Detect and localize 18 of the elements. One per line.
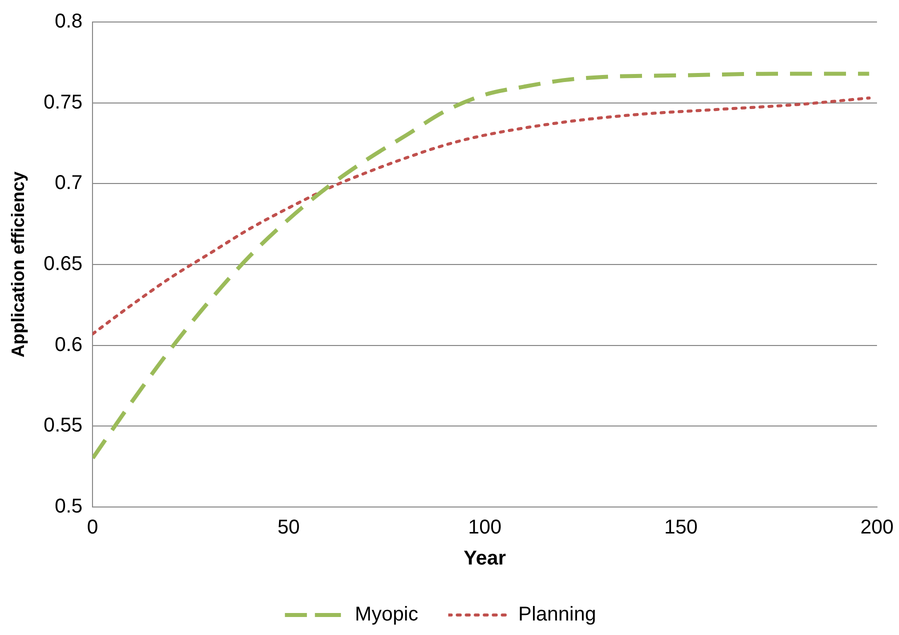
y-tick-label: 0.6 bbox=[54, 334, 83, 356]
y-tick-label: 0.8 bbox=[54, 10, 83, 33]
y-tick-label: 0.55 bbox=[44, 414, 83, 437]
legend-label: Planning bbox=[518, 604, 596, 626]
x-tick-label: 0 bbox=[86, 516, 98, 539]
line-series bbox=[92, 96, 871, 336]
line-series bbox=[92, 72, 872, 460]
x-tick-label: 100 bbox=[468, 516, 502, 539]
x-axis-title: Year bbox=[464, 548, 506, 570]
y-tick-label: 0.5 bbox=[54, 496, 83, 518]
x-tick-label: 200 bbox=[860, 516, 894, 539]
x-tick-label: 150 bbox=[664, 516, 698, 539]
y-tick-label: 0.75 bbox=[44, 91, 83, 114]
legend-label: Myopic bbox=[354, 604, 418, 626]
y-axis-title: Application efficiency bbox=[8, 171, 28, 358]
y-tick-label: 0.7 bbox=[54, 172, 83, 194]
y-tick-label: 0.65 bbox=[44, 253, 83, 276]
x-tick-label: 50 bbox=[278, 516, 300, 539]
